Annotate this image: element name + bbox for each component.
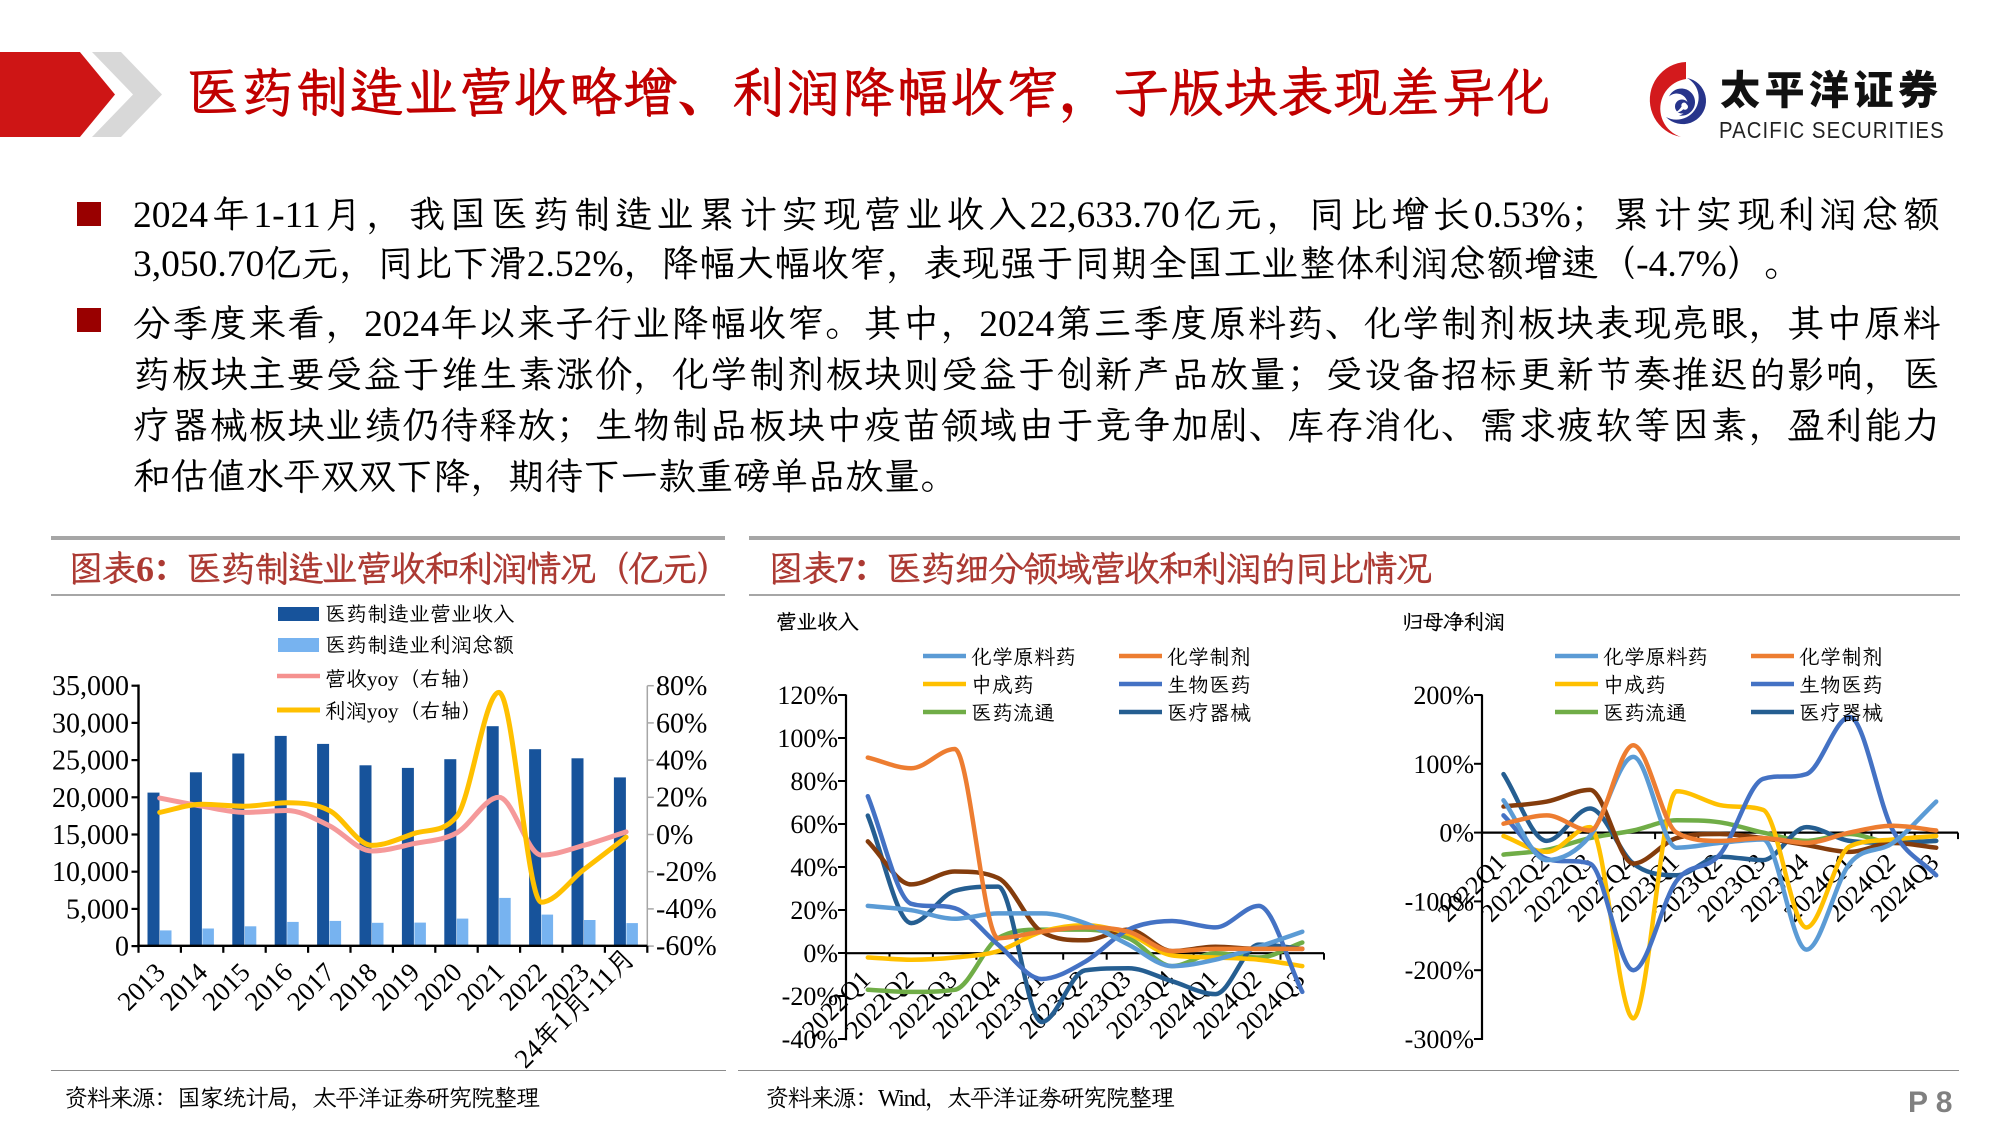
svg-text:100%: 100%	[1413, 750, 1474, 779]
svg-text:医药制造业利润总额: 医药制造业利润总额	[325, 633, 514, 657]
svg-text:0%: 0%	[1439, 819, 1474, 848]
svg-text:60%: 60%	[656, 708, 707, 739]
svg-text:25,000: 25,000	[52, 746, 129, 777]
svg-text:化学制剂: 化学制剂	[1799, 645, 1883, 669]
svg-text:-100%: -100%	[1405, 887, 1474, 916]
svg-text:医药制造业营业收入: 医药制造业营业收入	[325, 602, 514, 626]
svg-text:中成药: 中成药	[971, 673, 1034, 697]
svg-text:-20%: -20%	[782, 982, 838, 1011]
svg-text:60%: 60%	[790, 810, 838, 839]
svg-text:生物医药: 生物医药	[1167, 673, 1251, 697]
svg-text:-40%: -40%	[656, 894, 717, 925]
svg-text:医药流通: 医药流通	[1603, 701, 1687, 725]
svg-text:医药流通: 医药流通	[971, 701, 1055, 725]
svg-text:15,000: 15,000	[52, 820, 129, 851]
svg-text:-300%: -300%	[1405, 1025, 1474, 1054]
svg-text:化学原料药: 化学原料药	[1603, 645, 1708, 669]
svg-text:化学原料药: 化学原料药	[971, 645, 1076, 669]
svg-text:0%: 0%	[656, 820, 693, 851]
svg-text:35,000: 35,000	[52, 671, 129, 702]
svg-text:5,000: 5,000	[66, 894, 129, 925]
svg-text:生物医药: 生物医药	[1799, 673, 1883, 697]
svg-text:20,000: 20,000	[52, 783, 129, 814]
svg-text:-20%: -20%	[656, 857, 717, 888]
svg-text:200%: 200%	[1413, 681, 1474, 710]
svg-text:-60%: -60%	[656, 931, 717, 962]
svg-text:100%: 100%	[777, 724, 838, 753]
svg-text:40%: 40%	[656, 746, 707, 777]
svg-text:利润yoy（右轴）: 利润yoy（右轴）	[325, 699, 483, 723]
svg-text:20%: 20%	[656, 783, 707, 814]
svg-text:-40%: -40%	[782, 1025, 838, 1054]
svg-text:医疗器械: 医疗器械	[1799, 701, 1883, 725]
svg-text:中成药: 中成药	[1603, 673, 1666, 697]
svg-text:0: 0	[115, 932, 129, 963]
svg-text:30,000: 30,000	[52, 708, 129, 739]
svg-text:-200%: -200%	[1405, 956, 1474, 985]
svg-text:10,000: 10,000	[52, 857, 129, 888]
svg-text:120%: 120%	[777, 681, 838, 710]
svg-text:0%: 0%	[803, 939, 838, 968]
svg-text:80%: 80%	[790, 767, 838, 796]
svg-text:医疗器械: 医疗器械	[1167, 701, 1251, 725]
svg-text:40%: 40%	[790, 853, 838, 882]
svg-text:化学制剂: 化学制剂	[1167, 645, 1251, 669]
svg-text:营收yoy（右轴）: 营收yoy（右轴）	[325, 667, 483, 691]
svg-text:80%: 80%	[656, 671, 707, 702]
svg-text:20%: 20%	[790, 896, 838, 925]
